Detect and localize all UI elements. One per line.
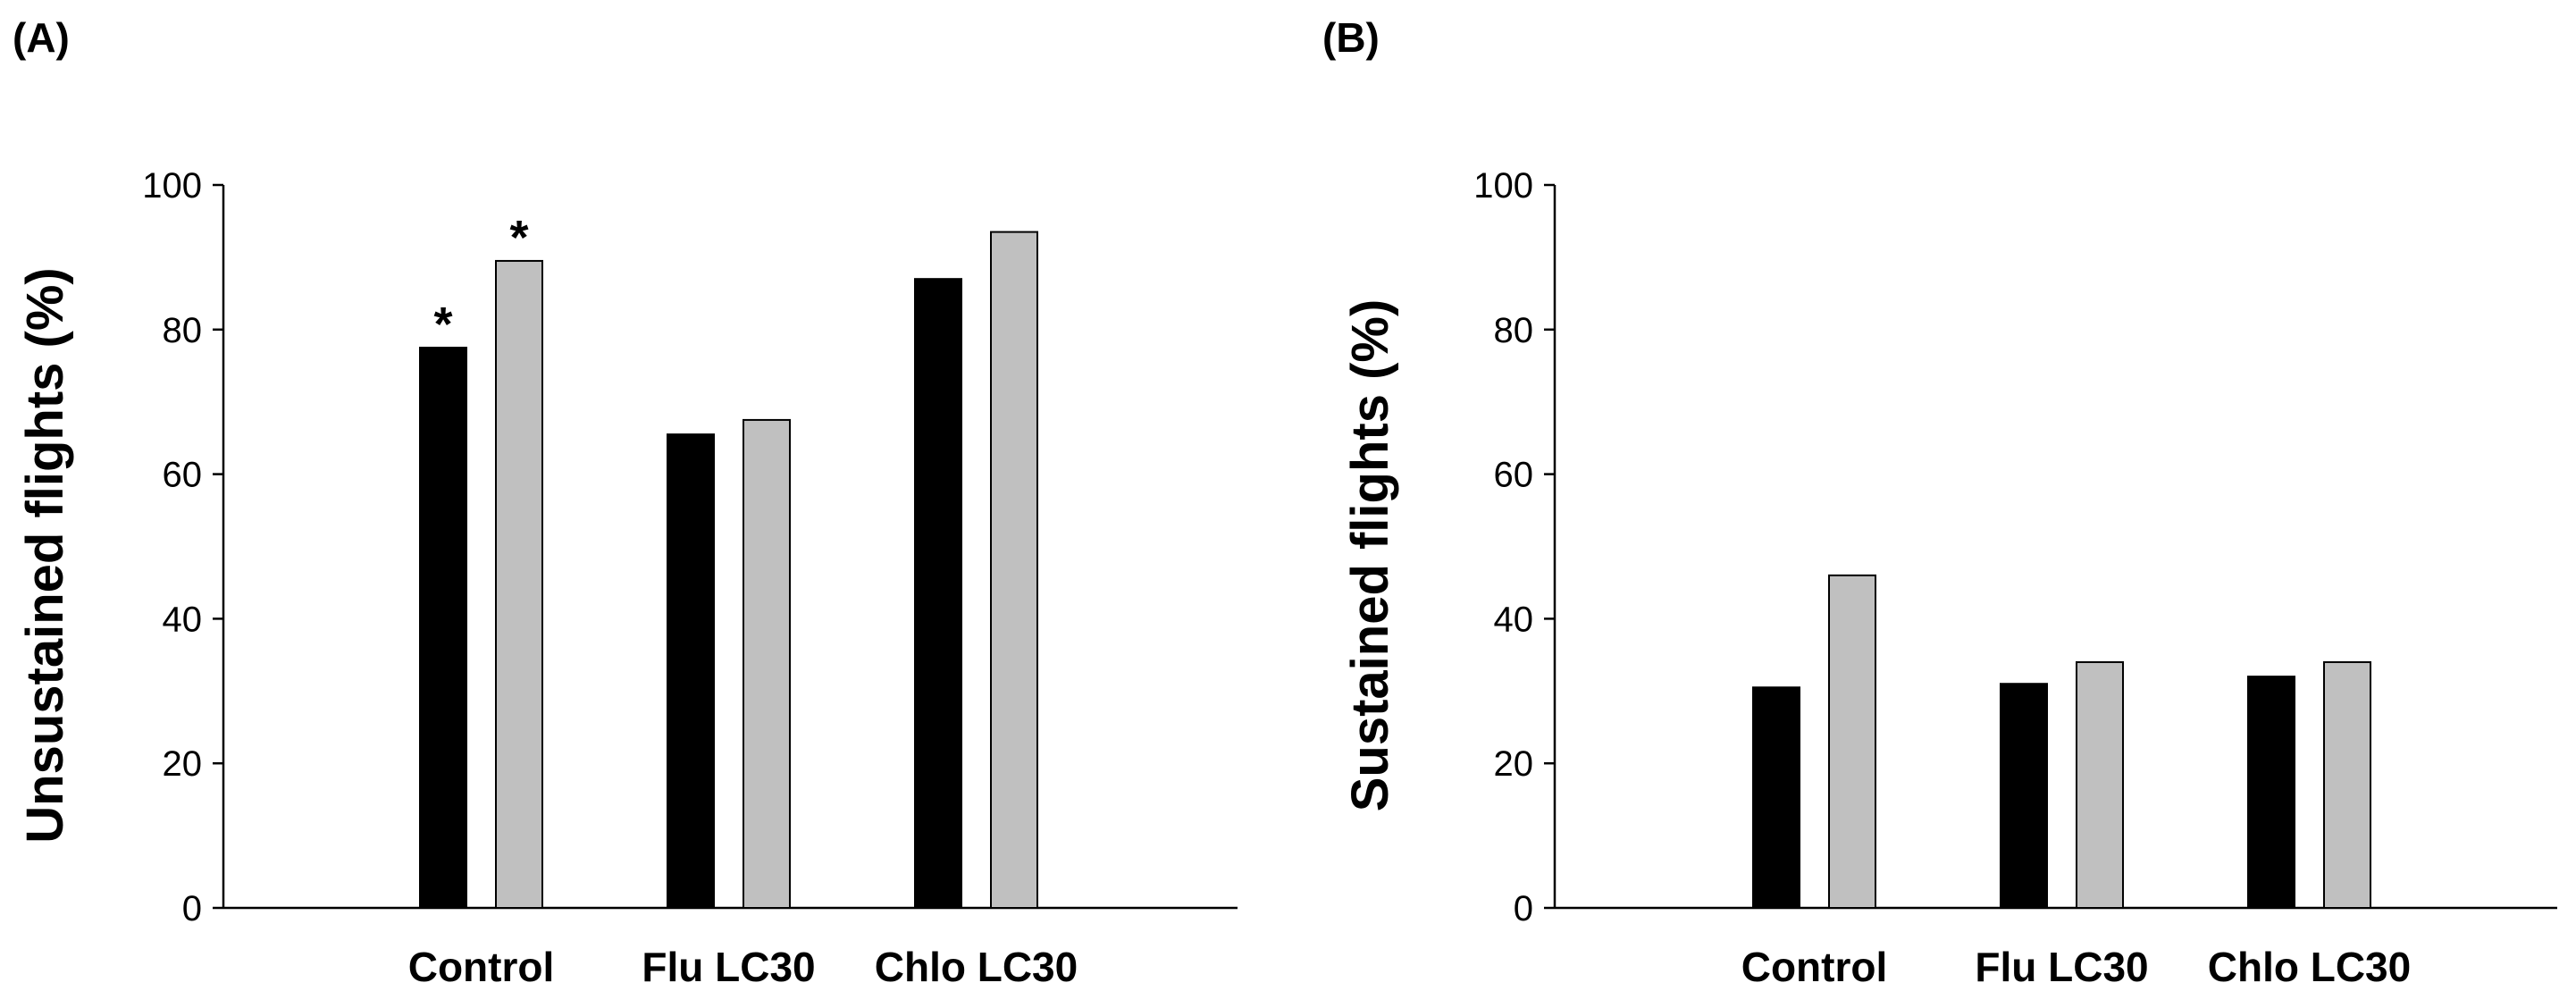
y-tick-label: 40 <box>163 600 203 639</box>
x-category-label: Control <box>1741 944 1888 990</box>
y-tick-label: 80 <box>163 311 203 350</box>
bar-chlo-lc30-series-2 <box>990 231 1038 909</box>
y-tick-label: 40 <box>1494 600 1534 639</box>
y-tick-label: 20 <box>1494 744 1534 784</box>
bar-chlo-lc30-series-2 <box>2323 660 2371 909</box>
panel-label: (B) <box>1322 14 1380 61</box>
bar-flu-lc30-series-1 <box>667 433 715 910</box>
panel-a: (A) 0 20 40 60 80 100 Unsustained flights (%) Co… <box>13 14 1238 990</box>
bar-control-series-1 <box>419 347 467 909</box>
y-tick-label: 20 <box>163 744 203 784</box>
x-category-label: Flu LC30 <box>1975 944 2148 990</box>
y-tick-label: 80 <box>1494 311 1534 350</box>
y-tick-label: 100 <box>1473 166 1533 206</box>
y-tick-label: 0 <box>182 889 202 928</box>
x-category-label: Flu LC30 <box>642 944 815 990</box>
y-tick-label: 60 <box>163 456 203 495</box>
x-category-label: Control <box>408 944 555 990</box>
bar-control-series-2 <box>1828 574 1876 909</box>
significance-mark: * <box>433 298 452 351</box>
y-tick-label: 60 <box>1494 456 1534 495</box>
bar-control-series-1 <box>1752 686 1800 909</box>
x-category-label: Chlo LC30 <box>875 944 1078 990</box>
panel-b: (B) 0 20 40 60 80 100 Sustained flights (%) Cont… <box>1322 14 2557 990</box>
bar-flu-lc30-series-1 <box>2000 683 2048 910</box>
bar-control-series-2 <box>495 259 543 909</box>
bar-chlo-lc30-series-1 <box>914 278 962 910</box>
y-axis-title: Unsustained flights (%) <box>16 267 74 843</box>
bar-chlo-lc30-series-1 <box>2247 676 2295 909</box>
bar-flu-lc30-series-2 <box>743 418 791 909</box>
panel-label: (A) <box>13 14 70 61</box>
significance-mark: * <box>509 211 528 265</box>
y-tick-label: 100 <box>142 166 202 206</box>
bar-flu-lc30-series-2 <box>2076 660 2124 909</box>
x-category-label: Chlo LC30 <box>2208 944 2411 990</box>
y-tick-label: 0 <box>1514 889 1533 928</box>
y-axis-title: Sustained flights (%) <box>1341 299 1399 812</box>
